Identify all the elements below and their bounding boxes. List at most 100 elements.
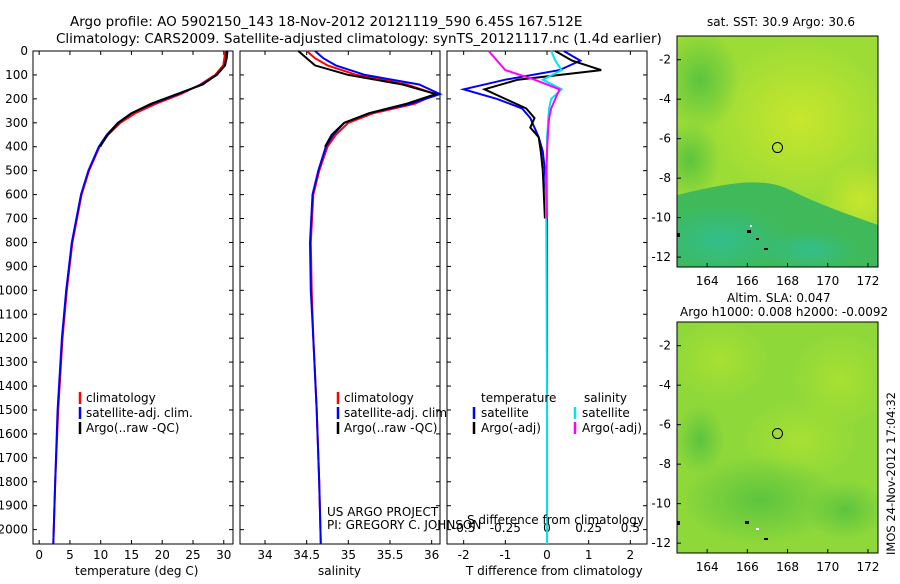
sst-map-field — [677, 36, 878, 267]
depth-tick-label: 1600 — [0, 427, 28, 441]
map-y-tick-label: -8 — [659, 171, 671, 185]
map-x-tick-label: 166 — [736, 274, 759, 288]
map-y-tick-label: -6 — [659, 132, 671, 146]
map-y-tick-label: -2 — [659, 53, 671, 67]
map-y-tick-label: -10 — [651, 211, 671, 225]
legend-label-argo: Argo(..raw -QC) — [86, 421, 179, 435]
depth-tick-label: 400 — [5, 140, 28, 154]
depth-tick-label: 1100 — [0, 307, 28, 321]
difference-xlabel-top: S difference from climatology — [467, 513, 644, 527]
map-x-tick-label: 170 — [816, 560, 839, 574]
x-tick-label: 0 — [35, 548, 43, 562]
depth-tick-label: 1300 — [0, 355, 28, 369]
legend-label-climatology: climatology — [344, 391, 414, 405]
depth-tick-label: 1400 — [0, 379, 28, 393]
x-tick-label: 35.5 — [377, 548, 404, 562]
map-x-tick-label: 166 — [736, 560, 759, 574]
legend-label-temp-satellite: satellite — [481, 406, 529, 420]
map-y-tick-label: -12 — [651, 536, 671, 550]
salinity-frame — [239, 50, 441, 545]
x-tick-label: 10 — [93, 548, 108, 562]
map-y-tick-label: -4 — [659, 92, 671, 106]
sst-map: sat. SST: 30.9 Argo: 30.6 164 166 168 170 17… — [651, 15, 879, 288]
map-y-tick-label: -8 — [659, 457, 671, 471]
legend-label-temp-argo: Argo(-adj) — [481, 421, 541, 435]
header-line-1: Argo profile: AO 5902150_143 18-Nov-2012… — [70, 14, 582, 30]
map-y-tick-label: -4 — [659, 378, 671, 392]
credits-line-1: US ARGO PROJECT — [327, 505, 439, 519]
top-tick-label: -0.25 — [490, 521, 521, 535]
argo-float-marker — [772, 428, 783, 440]
map-x-tick-label: 172 — [856, 560, 879, 574]
x-tick-label: 35 — [341, 548, 356, 562]
legend-title-temperature: temperature — [481, 391, 556, 405]
difference-xlabel-bottom: T difference from climatology — [465, 564, 643, 578]
legend-title-salinity: salinity — [584, 391, 627, 405]
depth-axis: 0 100 200 300 400 500 600 700 800 900 1000 1100 1200… — [0, 44, 28, 537]
difference-legend: temperature salinity satellite Argo(-adj… — [472, 391, 642, 435]
map-x-tick-label: 172 — [856, 274, 879, 288]
temperature-panel: 0 5 10 15 20 25 30 temperature (deg C) climato… — [32, 50, 234, 578]
x-tick-label: 2 — [627, 548, 635, 562]
depth-tick-label: 1200 — [0, 331, 28, 345]
x-tick-label: 20 — [155, 548, 170, 562]
series-temperature-argo — [481, 50, 602, 219]
sla-map-title: Altim. SLA: 0.047 — [727, 291, 831, 305]
x-tick-label: 1 — [585, 548, 593, 562]
imos-watermark: IMOS 24-Nov-2012 17:04:32 — [884, 392, 898, 555]
legend-label-satellite: satellite-adj. clim. — [86, 406, 193, 420]
legend-label-argo: Argo(..raw -QC) — [344, 421, 437, 435]
map-x-tick-label: 164 — [696, 274, 719, 288]
depth-tick-label: 1800 — [0, 475, 28, 489]
series-salinity-argo — [487, 50, 561, 219]
map-x-tick-label: 170 — [816, 274, 839, 288]
map-y-tick-label: -6 — [659, 418, 671, 432]
x-tick-label: 34 — [257, 548, 272, 562]
x-tick-label: -2 — [458, 548, 470, 562]
salinity-panel: 34 34.5 35 35.5 36 salinity climatology sate… — [239, 50, 451, 578]
depth-tick-label: 800 — [5, 235, 28, 249]
sst-map-frame — [676, 35, 879, 268]
x-tick-label: 30 — [216, 548, 231, 562]
legend-label-climatology: climatology — [86, 391, 156, 405]
top-tick-label: -0.5 — [452, 521, 475, 535]
depth-tick-label: 500 — [5, 164, 28, 178]
temperature-xlabel: temperature (deg C) — [75, 564, 198, 578]
temperature-frame — [32, 50, 234, 545]
difference-panel: -2 -1 0 1 2-0.5 -0.25 0 0.25 0.5 T difference fr… — [446, 50, 648, 578]
map-x-tick-label: 164 — [696, 560, 719, 574]
depth-tick-label: 0 — [20, 44, 28, 58]
credits-line-2: PI: GREGORY C. JOHNSON — [327, 518, 481, 532]
x-tick-label: 34.5 — [293, 548, 320, 562]
sla-map-subtitle: Argo h1000: 0.008 h2000: -0.0092 — [680, 305, 888, 319]
depth-tick-label: 100 — [5, 68, 28, 82]
temperature-legend: climatology satellite-adj. clim. Argo(..… — [78, 391, 193, 435]
map-y-tick-label: -12 — [651, 250, 671, 264]
depth-tick-label: 2000 — [0, 523, 28, 537]
x-tick-label: 25 — [185, 548, 200, 562]
top-tick-label: 0.5 — [621, 521, 640, 535]
depth-tick-label: 600 — [5, 188, 28, 202]
series-satellite — [308, 50, 443, 545]
sst-map-title: sat. SST: 30.9 Argo: 30.6 — [707, 15, 855, 29]
salinity-xlabel: salinity — [318, 564, 361, 578]
sla-map-frame — [676, 321, 879, 554]
depth-tick-label: 1700 — [0, 451, 28, 465]
series-argo — [297, 50, 440, 148]
depth-tick-label: 300 — [5, 116, 28, 130]
sla-map: Altim. SLA: 0.047 Argo h1000: 0.008 h200… — [651, 291, 888, 574]
x-tick-label: 36 — [424, 548, 439, 562]
salinity-legend: climatology satellite-adj. clim. Argo(..… — [336, 391, 451, 435]
map-x-tick-label: 168 — [776, 274, 799, 288]
x-tick-label: 5 — [66, 548, 74, 562]
map-x-tick-label: 168 — [776, 560, 799, 574]
map-y-tick-label: -10 — [651, 497, 671, 511]
x-tick-label: -1 — [499, 548, 511, 562]
series-argo — [99, 50, 228, 148]
legend-label-sal-argo: Argo(-adj) — [582, 421, 642, 435]
x-tick-label: 0 — [543, 548, 551, 562]
depth-tick-label: 200 — [5, 92, 28, 106]
legend-label-satellite: satellite-adj. clim. — [344, 406, 451, 420]
legend-label-sal-satellite: satellite — [582, 406, 630, 420]
